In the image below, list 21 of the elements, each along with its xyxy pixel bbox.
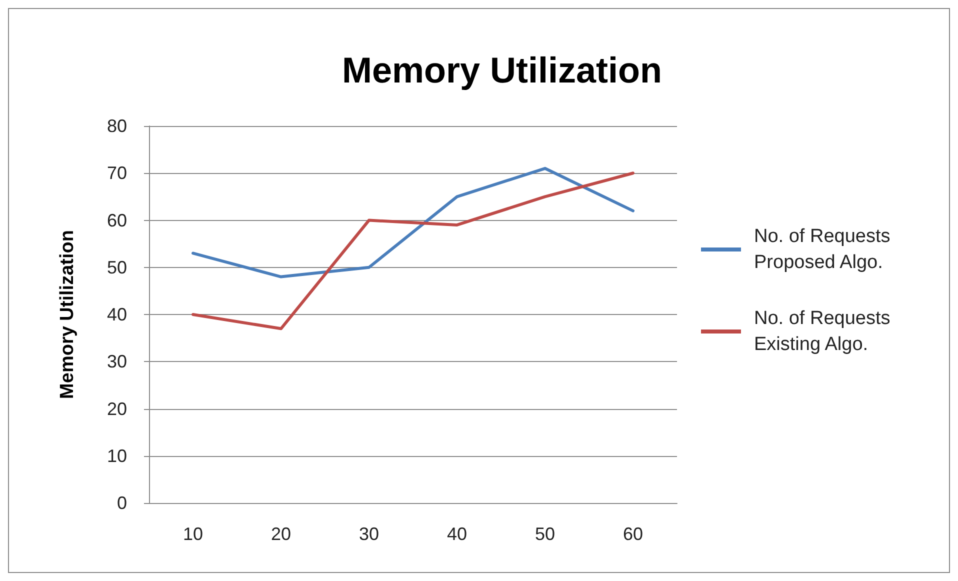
x-tick-label: 10: [182, 524, 204, 544]
y-tick-label: 60: [106, 210, 127, 230]
y-tick-label: 0: [116, 493, 127, 513]
y-tick-label: 10: [106, 446, 127, 466]
legend-label: No. of Requests Existing Algo.: [754, 308, 896, 355]
y-tick-label: 30: [106, 352, 127, 372]
line-series: [192, 166, 634, 278]
legend-label: No. of Requests Proposed Algo.: [754, 226, 896, 273]
y-tick-label: 80: [106, 116, 127, 136]
y-axis-title: Memory Utilization: [57, 230, 78, 399]
chart-title: Memory Utilization: [342, 50, 662, 90]
line-series: [192, 172, 634, 330]
y-tick-label: 20: [106, 398, 127, 419]
y-tick-label: 40: [106, 304, 127, 324]
x-tick-label: 20: [270, 524, 292, 544]
x-tick-label: 40: [446, 524, 468, 544]
y-tick-label: 50: [106, 257, 127, 278]
x-tick-label: 60: [622, 524, 644, 544]
y-tick-label: 70: [106, 163, 127, 184]
x-tick-label: 50: [534, 524, 556, 544]
x-tick-label: 30: [358, 524, 380, 544]
